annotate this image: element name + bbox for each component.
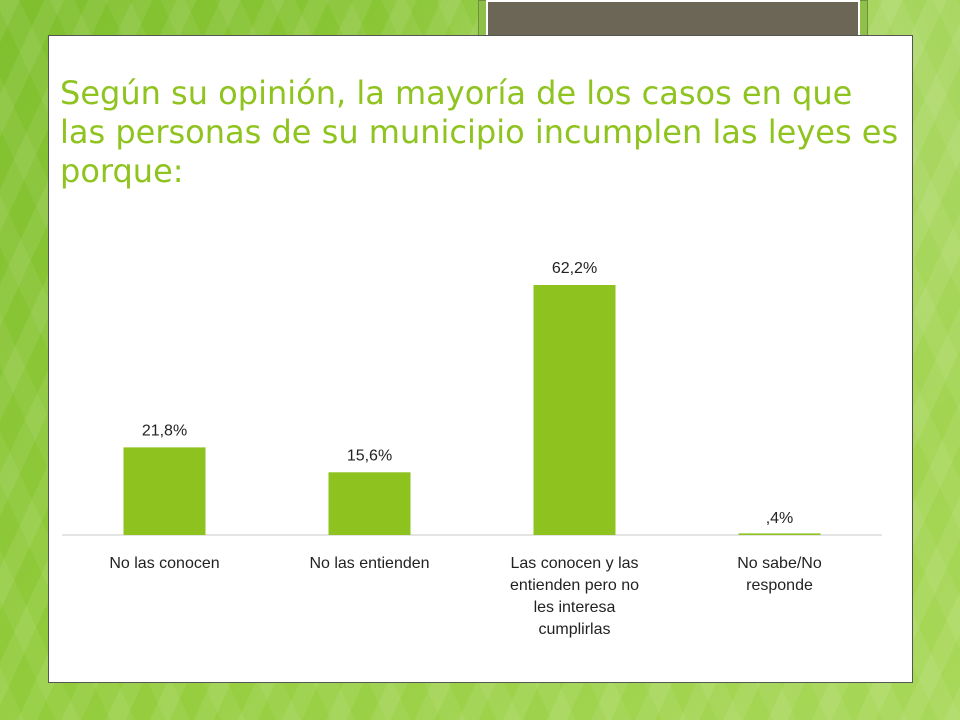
bar-1	[123, 447, 206, 535]
bar-3	[533, 285, 616, 535]
category-label-2: No las entienden	[309, 555, 429, 572]
slide-title: Según su opinión, la mayoría de los caso…	[60, 74, 899, 190]
bar-2	[328, 472, 411, 535]
category-label-1: No las conocen	[109, 555, 219, 572]
category-label-3: Las conocen y las entienden pero no les in…	[510, 555, 639, 638]
category-label-4: No sabe/No responde	[737, 555, 822, 594]
data-label-2: 15,6%	[347, 447, 392, 464]
bar-4	[738, 533, 821, 535]
slide-panel	[48, 35, 913, 683]
data-label-4: ,4%	[766, 510, 794, 527]
data-label-3: 62,2%	[552, 260, 597, 277]
data-label-1: 21,8%	[142, 422, 187, 439]
